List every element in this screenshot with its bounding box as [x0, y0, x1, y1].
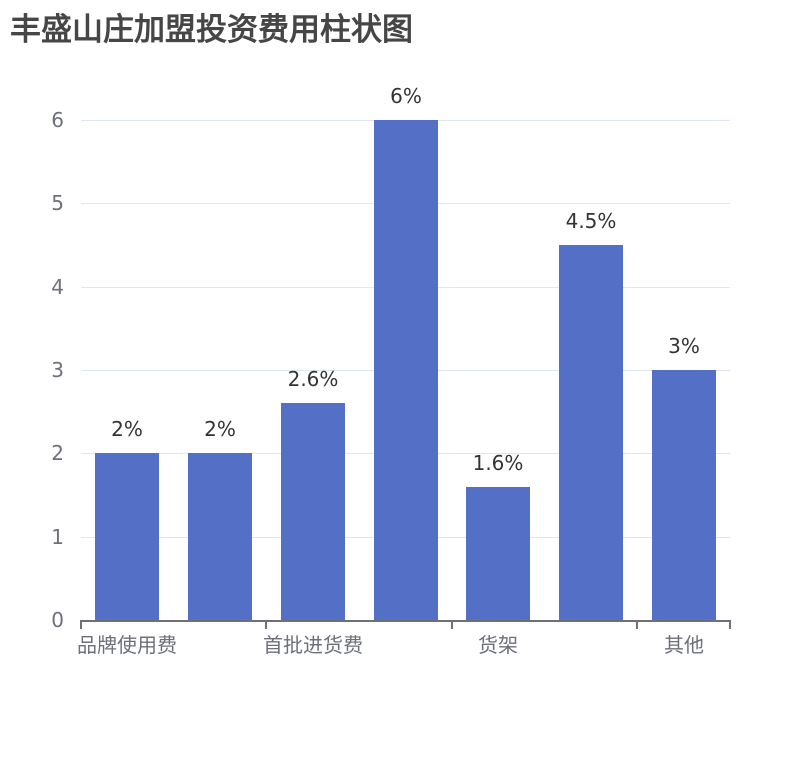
bar[interactable]: [559, 245, 623, 620]
chart-title: 丰盛山庄加盟投资费用柱状图: [10, 12, 413, 48]
y-axis-tick-label: 0: [51, 608, 64, 632]
bar-value-label: 1.6%: [472, 451, 524, 475]
bar-value-label: 2%: [204, 417, 236, 441]
x-axis-tick: [265, 620, 267, 629]
y-axis-tick-label: 4: [51, 275, 64, 299]
bar[interactable]: [652, 370, 716, 620]
x-axis-category-label: 货架: [478, 633, 518, 657]
bar-value-label: 2.6%: [287, 367, 339, 391]
x-axis-tick: [80, 620, 82, 629]
bar-value-label: 3%: [668, 334, 700, 358]
bar[interactable]: [281, 403, 345, 620]
x-axis-category-label: 首批进货费: [263, 633, 363, 657]
y-axis-tick-label: 5: [51, 191, 64, 215]
x-axis-tick: [636, 620, 638, 629]
bar[interactable]: [95, 453, 159, 620]
y-axis-tick-label: 6: [51, 108, 64, 132]
bar-value-label: 6%: [390, 84, 422, 108]
x-axis-category-label: 其他: [664, 633, 704, 657]
bar[interactable]: [188, 453, 252, 620]
bar[interactable]: [466, 487, 530, 620]
y-axis-tick-label: 2: [51, 441, 64, 465]
x-axis-tick: [729, 620, 731, 629]
y-axis-tick-label: 1: [51, 525, 64, 549]
bar-value-label: 2%: [111, 417, 143, 441]
bar-value-label: 4.5%: [565, 209, 617, 233]
x-axis-tick: [451, 620, 453, 629]
bar[interactable]: [374, 120, 438, 620]
x-axis-line: [81, 620, 730, 622]
x-axis-category-label: 品牌使用费: [77, 633, 177, 657]
y-axis-tick-label: 3: [51, 358, 64, 382]
